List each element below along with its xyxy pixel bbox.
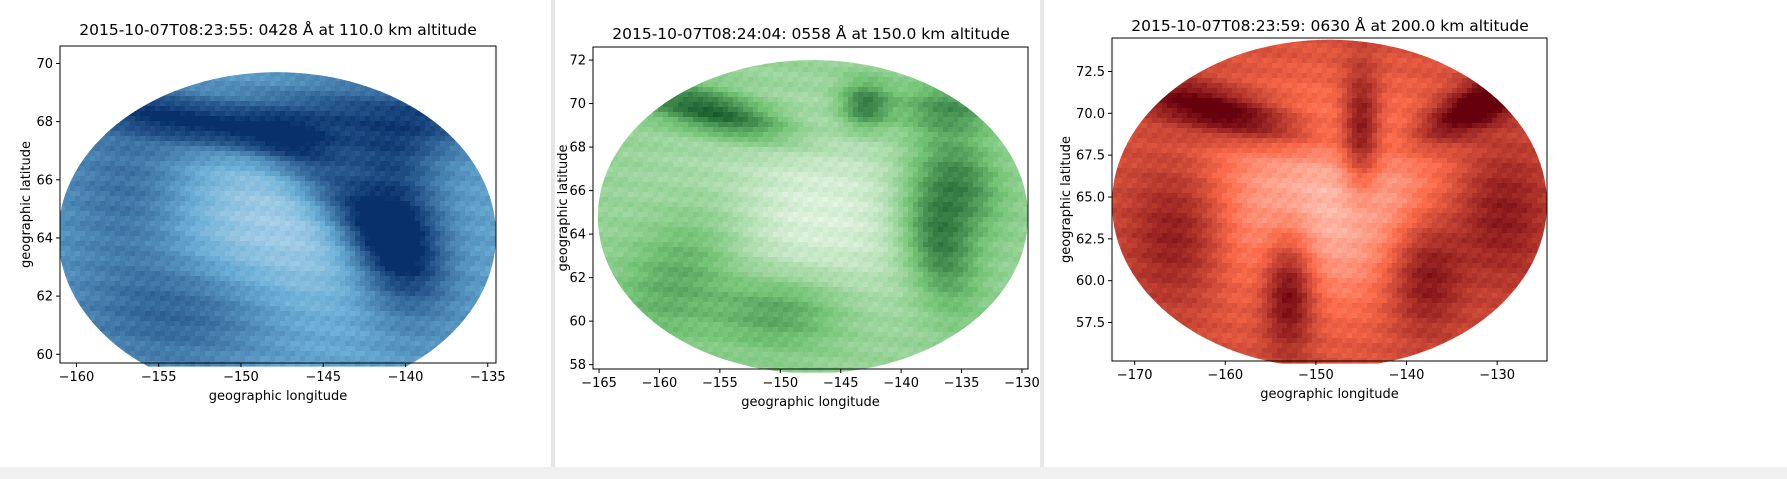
x-tick-label: −160 bbox=[1207, 368, 1243, 383]
y-axis-label: geographic latitude bbox=[556, 144, 571, 271]
x-axis-label: geographic longitude bbox=[741, 395, 879, 410]
panel-divider[interactable] bbox=[1040, 0, 1044, 479]
x-tick-label: −135 bbox=[944, 376, 980, 391]
chart-title: 2015-10-07T08:23:55: 0428 Å at 110.0 km … bbox=[79, 20, 476, 39]
chart-svg-blue: −160 −155 −150 −145 −140 −135 60 62 64 66 68 70 2015… bbox=[19, 20, 506, 404]
y-tick-label: 66 bbox=[36, 173, 53, 188]
x-tick-label: −160 bbox=[59, 370, 95, 385]
y-tick-label: 60.0 bbox=[1076, 274, 1105, 289]
x-tick-label: −150 bbox=[223, 370, 259, 385]
x-tick-label: −145 bbox=[823, 376, 859, 391]
y-tick-label: 57.5 bbox=[1076, 316, 1105, 331]
y-tick-label: 62 bbox=[569, 271, 586, 286]
x-tick-label: −135 bbox=[470, 370, 506, 385]
x-tick-label: −130 bbox=[1004, 376, 1040, 391]
y-tick-label: 72 bbox=[569, 54, 586, 69]
y-tick-label: 70 bbox=[36, 57, 53, 72]
y-axis-label: geographic latitude bbox=[19, 141, 34, 268]
x-tick-label: −145 bbox=[305, 370, 341, 385]
x-tick-label: −150 bbox=[762, 376, 798, 391]
panel-divider[interactable] bbox=[551, 0, 555, 479]
y-tick-label: 62.5 bbox=[1076, 232, 1105, 247]
y-tick-label: 70.0 bbox=[1076, 107, 1105, 122]
y-tick-label: 65.0 bbox=[1076, 190, 1105, 205]
y-tick-label: 68 bbox=[569, 141, 586, 156]
chart-panel-green: −165 −160 −155 −150 −145 −140 −135 −130 58 60 62 64… bbox=[555, 0, 1040, 479]
y-axis-label: geographic latitude bbox=[1059, 136, 1074, 263]
x-tick-label: −165 bbox=[581, 376, 617, 391]
window-bottom-strip bbox=[0, 467, 1787, 479]
x-tick-label: −155 bbox=[702, 376, 738, 391]
y-tick-label: 67.5 bbox=[1076, 149, 1105, 164]
y-tick-label: 72.5 bbox=[1076, 65, 1105, 80]
heatmap-image bbox=[60, 72, 497, 367]
axes-frame bbox=[1111, 37, 1548, 362]
y-tick-label: 62 bbox=[36, 290, 53, 305]
chart-panel-red: −170 −160 −150 −140 −130 57.5 60.0 62.5 65.0 67.5… bbox=[1044, 0, 1787, 479]
heatmap-image bbox=[1112, 39, 1547, 364]
chart-title: 2015-10-07T08:23:59: 0630 Å at 200.0 km … bbox=[1131, 16, 1528, 35]
y-tick-label: 60 bbox=[569, 315, 586, 330]
x-tick-label: −170 bbox=[1117, 368, 1153, 383]
y-tick-label: 68 bbox=[36, 115, 53, 130]
x-tick-label: −130 bbox=[1479, 368, 1515, 383]
chart-svg-green: −165 −160 −155 −150 −145 −140 −135 −130 58 60 62 64… bbox=[556, 24, 1040, 410]
x-axis-label: geographic longitude bbox=[209, 389, 347, 404]
chart-svg-red: −170 −160 −150 −140 −130 57.5 60.0 62.5 65.0 67.5… bbox=[1059, 16, 1548, 402]
y-tick-label: 64 bbox=[36, 231, 53, 246]
axes-frame bbox=[592, 46, 1029, 370]
x-tick-label: −140 bbox=[883, 376, 919, 391]
heatmap-image bbox=[597, 60, 1028, 373]
y-tick-label: 60 bbox=[36, 348, 53, 363]
y-tick-label: 58 bbox=[569, 358, 586, 373]
x-tick-label: −150 bbox=[1298, 368, 1334, 383]
y-tick-label: 70 bbox=[569, 97, 586, 112]
x-tick-label: −140 bbox=[388, 370, 424, 385]
chart-title: 2015-10-07T08:24:04: 0558 Å at 150.0 km … bbox=[612, 24, 1009, 43]
y-tick-label: 66 bbox=[569, 184, 586, 199]
y-tick-label: 64 bbox=[569, 228, 586, 243]
axes-frame bbox=[59, 45, 497, 364]
x-axis-label: geographic longitude bbox=[1260, 387, 1398, 402]
x-tick-label: −155 bbox=[141, 370, 177, 385]
chart-panel-blue: −160 −155 −150 −145 −140 −135 60 62 64 66 68 70 2015… bbox=[0, 0, 551, 479]
x-tick-label: −140 bbox=[1389, 368, 1425, 383]
x-tick-label: −160 bbox=[642, 376, 678, 391]
